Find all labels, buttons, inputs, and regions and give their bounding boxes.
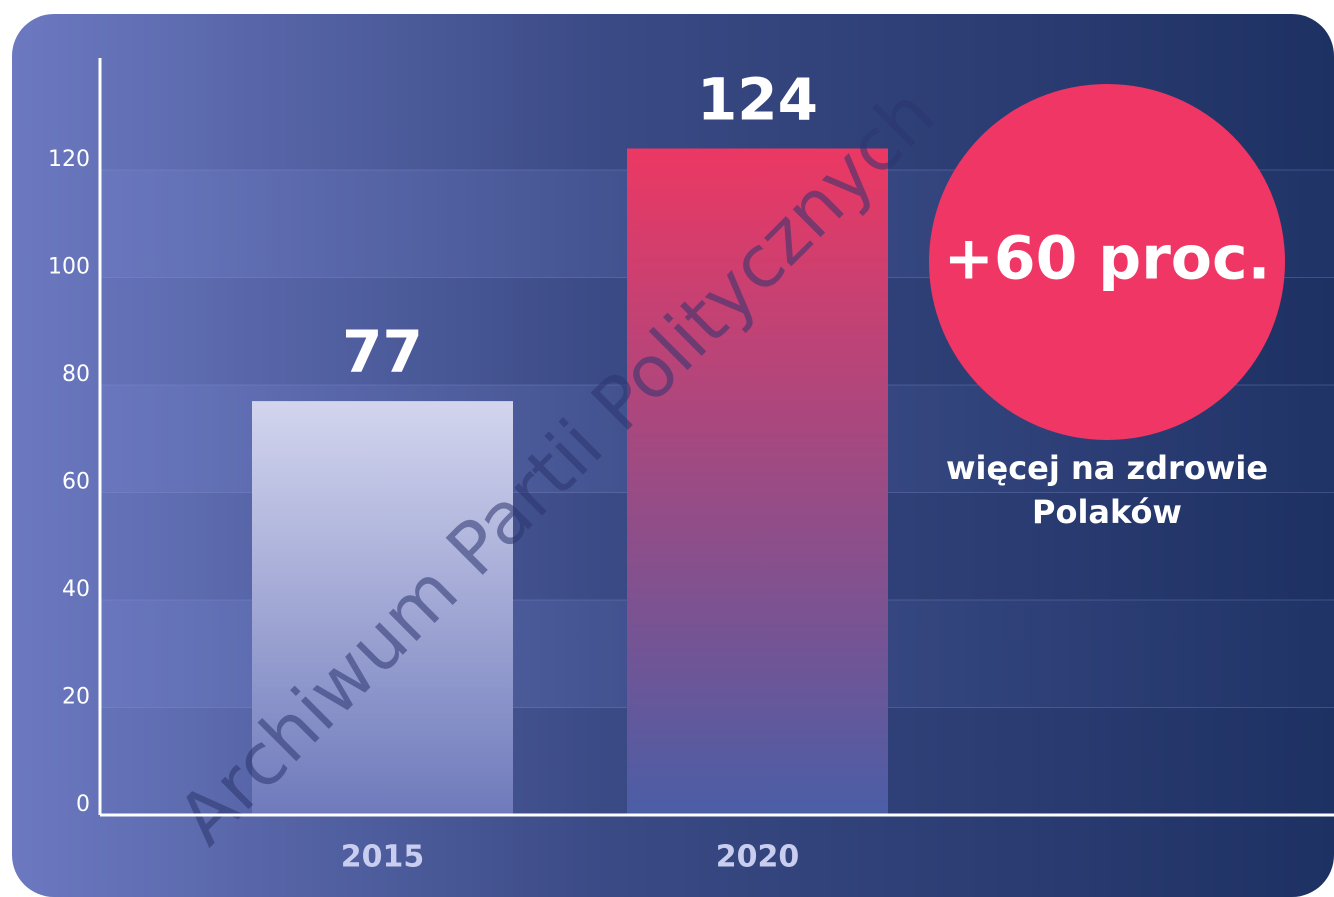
y-tick-label: 100 — [48, 255, 90, 280]
bar — [252, 401, 513, 815]
y-tick-label: 80 — [62, 362, 90, 387]
x-tick-label: 2020 — [716, 840, 800, 875]
x-tick-label: 2015 — [341, 840, 425, 875]
data-label: 77 — [342, 318, 423, 386]
y-tick-label: 60 — [62, 470, 90, 495]
data-label: 124 — [697, 66, 818, 134]
y-tick-label: 20 — [62, 685, 90, 710]
highlight-circle — [929, 84, 1285, 440]
y-tick-label: 120 — [48, 147, 90, 172]
annotation: Polaków — [1032, 493, 1182, 531]
bar — [627, 148, 888, 815]
annotation: +60 proc. — [944, 224, 1271, 294]
y-tick-label: 40 — [62, 577, 90, 602]
y-tick-label: 0 — [76, 792, 90, 817]
annotation: więcej na zdrowie — [946, 449, 1268, 487]
